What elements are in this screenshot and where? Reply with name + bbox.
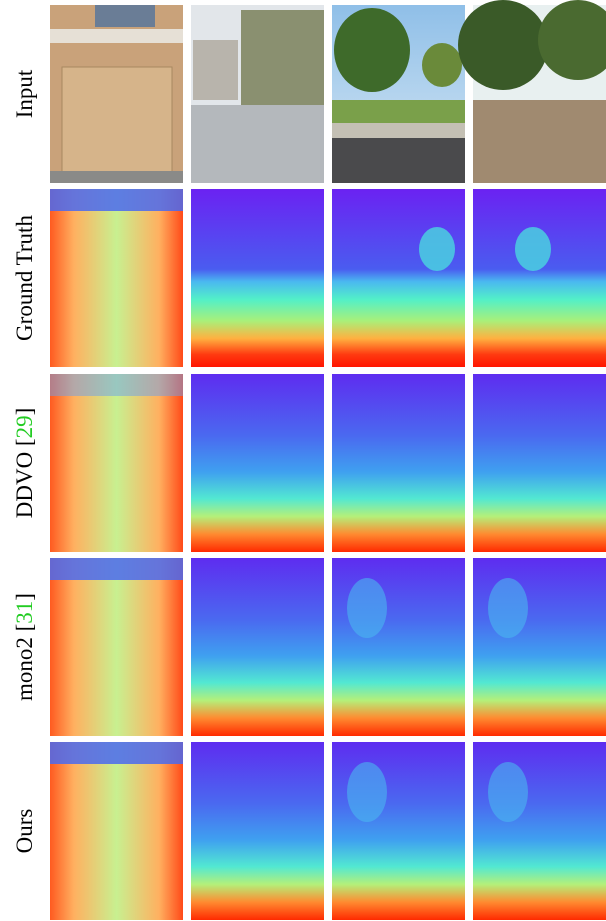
row-label: Input — [12, 69, 37, 118]
label-part: 31 — [12, 601, 37, 624]
label-part: Ours — [12, 809, 37, 854]
row-label: DDVO [29] — [12, 408, 37, 519]
depth-map — [191, 189, 324, 367]
image-cell — [332, 558, 465, 736]
image-cell — [50, 374, 183, 552]
depth-top — [50, 742, 183, 764]
trees — [458, 0, 548, 90]
depth-map — [50, 374, 183, 552]
page: {"rows": [ {"label_parts": ["Input"]}, {… — [0, 0, 606, 921]
tree-depth — [515, 227, 551, 271]
window — [95, 5, 155, 27]
label-part: Input — [12, 69, 37, 118]
depth-top — [50, 189, 183, 211]
depth-map — [191, 558, 324, 736]
path — [332, 123, 465, 138]
ground — [50, 171, 183, 183]
label-part: Ground Truth — [12, 215, 37, 341]
image-cell — [332, 189, 465, 367]
tree-depth — [419, 227, 455, 271]
trim — [50, 29, 183, 43]
tree — [334, 8, 410, 92]
label-part: mono2 [ — [12, 624, 37, 701]
building — [241, 10, 324, 110]
depth-map — [332, 374, 465, 552]
depth-map — [473, 189, 606, 367]
building-left — [193, 40, 238, 100]
image-cell — [50, 189, 183, 367]
tree-depth — [488, 578, 528, 638]
image-cell — [191, 558, 324, 736]
image-cell — [332, 374, 465, 552]
tree — [422, 43, 462, 87]
image-cell — [332, 742, 465, 920]
row-label: Ours — [12, 809, 37, 854]
depth-map — [473, 374, 606, 552]
image-cell — [191, 374, 324, 552]
image-cell — [332, 5, 465, 183]
tree-depth — [347, 762, 387, 822]
ground — [473, 100, 606, 183]
depth-map — [332, 742, 465, 920]
label-part: ] — [12, 408, 37, 416]
row-label: Ground Truth — [12, 215, 37, 341]
ground — [191, 105, 324, 183]
image-cell — [473, 374, 606, 552]
depth-top — [50, 558, 183, 580]
image-cell — [50, 558, 183, 736]
depth-map — [50, 742, 183, 920]
figure: InputGround TruthDDVO [29]mono2 [31]Ours — [0, 0, 606, 921]
depth-map — [332, 189, 465, 367]
tree-depth — [488, 762, 528, 822]
depth-map — [332, 558, 465, 736]
depth-map — [473, 742, 606, 920]
image-cell — [473, 558, 606, 736]
image-cell — [458, 0, 606, 183]
depth-map — [50, 189, 183, 367]
depth-map — [191, 742, 324, 920]
label-part: DDVO [ — [12, 438, 37, 518]
depth-map — [191, 374, 324, 552]
image-cell — [191, 5, 324, 183]
garage-door — [62, 67, 172, 172]
depth-map — [50, 558, 183, 736]
label-part: 29 — [12, 415, 37, 438]
depth-top — [50, 374, 183, 396]
image-cell — [191, 189, 324, 367]
tree-depth — [347, 578, 387, 638]
depth-map — [473, 558, 606, 736]
image-cell — [473, 189, 606, 367]
label-part: ] — [12, 593, 37, 601]
shadow — [332, 138, 465, 183]
image-cell — [50, 5, 183, 183]
image-cell — [191, 742, 324, 920]
image-cell — [50, 742, 183, 920]
row-label: mono2 [31] — [12, 593, 37, 701]
image-cell — [473, 742, 606, 920]
lawn — [332, 100, 465, 125]
